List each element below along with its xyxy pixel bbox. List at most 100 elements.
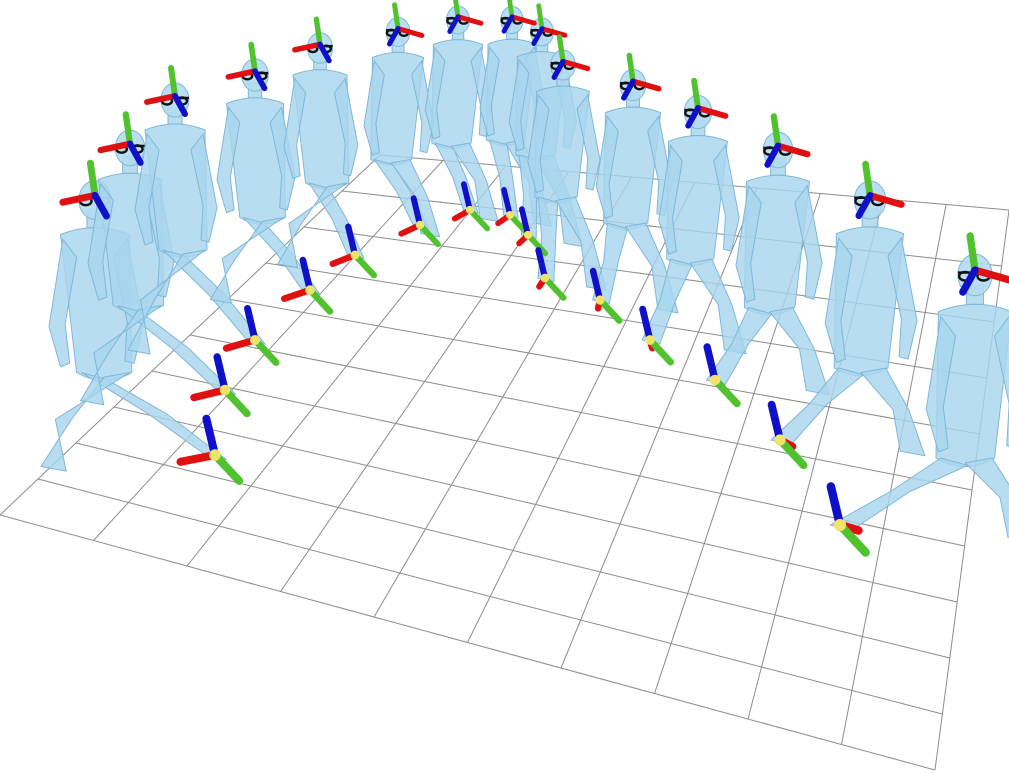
frame-origin xyxy=(350,250,360,260)
left-arm xyxy=(424,46,446,140)
y-axis xyxy=(862,160,874,199)
left-arm xyxy=(925,315,957,453)
foot-frame xyxy=(639,305,675,366)
frame-origin xyxy=(645,335,655,345)
back-leg xyxy=(209,217,284,304)
foot-frame xyxy=(329,223,378,279)
back-leg xyxy=(79,305,162,406)
frame-origin xyxy=(415,220,425,230)
foot-frame xyxy=(398,195,441,248)
grid-line xyxy=(934,209,1009,771)
y-axis xyxy=(541,274,567,301)
frame-origin xyxy=(709,374,721,386)
x-axis xyxy=(630,78,662,92)
back-leg xyxy=(40,372,130,472)
head-frame xyxy=(97,111,144,166)
foot-frame xyxy=(535,247,567,301)
y-axis xyxy=(626,52,636,85)
z-axis xyxy=(501,187,513,218)
y-axis xyxy=(306,286,334,315)
y-axis xyxy=(210,450,244,485)
x-axis xyxy=(539,26,568,38)
z-axis xyxy=(639,305,654,344)
frame-origin xyxy=(209,449,221,461)
front-leg xyxy=(828,457,970,531)
x-axis xyxy=(97,140,134,154)
y-axis xyxy=(525,232,549,257)
foot-frame xyxy=(451,181,491,232)
x-axis xyxy=(395,26,425,38)
head-frame xyxy=(447,0,484,34)
z-axis xyxy=(518,206,531,238)
z-axis xyxy=(621,78,636,101)
y-axis xyxy=(776,436,808,470)
head-frame xyxy=(764,113,811,168)
y-axis xyxy=(122,111,134,147)
right-arm xyxy=(887,236,918,360)
z-axis xyxy=(460,181,473,213)
z-axis xyxy=(252,68,268,92)
z-axis xyxy=(244,305,259,344)
z-axis xyxy=(959,266,979,296)
x-axis xyxy=(59,191,99,206)
walking-figure xyxy=(641,94,747,355)
x-axis xyxy=(455,14,484,26)
z-axis xyxy=(826,482,845,530)
foot-coordinate-frames xyxy=(176,181,870,557)
y-axis xyxy=(86,159,99,199)
head-frame xyxy=(225,41,268,92)
y-axis xyxy=(711,376,741,408)
y-axis xyxy=(770,113,782,149)
left-arm xyxy=(527,93,550,194)
left-arm xyxy=(363,59,385,156)
y-axis xyxy=(313,16,323,48)
left-arm xyxy=(216,106,241,214)
y-axis xyxy=(835,520,870,557)
head-frame xyxy=(501,0,537,34)
right-arm xyxy=(713,144,740,252)
left-arm xyxy=(283,77,307,180)
frame-origin xyxy=(595,295,605,305)
z-axis xyxy=(172,93,188,117)
left-arm xyxy=(48,237,78,368)
foot-frame xyxy=(190,353,251,418)
z-axis xyxy=(501,14,515,34)
frame-origin xyxy=(506,211,514,219)
x-axis xyxy=(560,58,591,72)
z-axis xyxy=(767,400,784,444)
right-arm xyxy=(190,132,218,243)
y-axis xyxy=(168,65,178,99)
z-axis xyxy=(764,142,782,168)
left-arm xyxy=(508,58,530,152)
y-axis xyxy=(691,77,701,112)
head-frame xyxy=(59,159,110,220)
left-arm xyxy=(479,45,500,137)
head-frame xyxy=(621,52,662,101)
y-axis xyxy=(507,0,515,20)
y-axis xyxy=(556,34,566,65)
foot-frame xyxy=(767,400,808,470)
back-leg xyxy=(127,249,206,355)
head-frame xyxy=(551,34,591,80)
left-arm xyxy=(134,132,160,246)
y-axis xyxy=(351,251,378,279)
left-arm xyxy=(824,236,853,364)
x-axis xyxy=(866,192,905,208)
z-axis xyxy=(299,256,314,294)
head-frame xyxy=(855,160,905,220)
back-leg xyxy=(555,196,607,291)
foot-frame xyxy=(516,206,549,257)
back-leg xyxy=(964,457,1009,538)
foot-frame xyxy=(703,343,741,408)
head-frame xyxy=(959,232,1009,296)
x-axis xyxy=(176,450,220,466)
walking-figures xyxy=(40,5,1009,538)
y-axis xyxy=(453,0,461,20)
walking-figure xyxy=(209,58,321,304)
frame-origin xyxy=(465,205,475,215)
z-axis xyxy=(202,414,220,460)
x-axis xyxy=(774,142,811,158)
floor-grid xyxy=(0,154,1009,771)
frame-origin xyxy=(774,434,786,446)
